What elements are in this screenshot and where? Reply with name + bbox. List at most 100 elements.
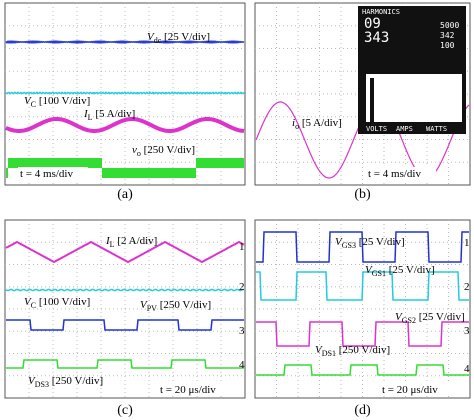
pwm <box>206 158 208 168</box>
inset-plot <box>366 74 462 122</box>
signal-label: VDS1 [250 V/div] <box>315 344 390 358</box>
pwm <box>230 158 232 168</box>
label-symbol: V <box>335 236 343 248</box>
pwm <box>202 158 204 168</box>
pwm <box>166 168 168 178</box>
waveform <box>256 231 469 263</box>
waveform <box>6 359 244 369</box>
pwm <box>152 168 154 178</box>
pwm <box>18 158 20 168</box>
label-scale: [100 V/div] <box>36 296 90 308</box>
channel-marker: 2 <box>464 281 470 293</box>
caption: (b) <box>354 187 371 202</box>
pwm <box>80 158 82 168</box>
pwm <box>132 168 134 178</box>
time-bg <box>18 167 88 180</box>
pwm <box>114 168 116 178</box>
label-scale: [25 V/div] <box>356 236 405 248</box>
pwm <box>98 158 100 168</box>
pwm <box>160 168 162 178</box>
pwm <box>120 168 122 178</box>
signal-label: IL [5 A/div] <box>83 108 135 122</box>
label-subscript: dc <box>154 36 162 45</box>
pwm <box>184 168 186 178</box>
pwm <box>66 158 68 168</box>
pwm <box>234 158 236 168</box>
inset-title: HARMONICS <box>362 8 400 16</box>
label-subscript: o <box>137 149 141 158</box>
time-bg <box>380 383 450 396</box>
pwm <box>154 168 156 178</box>
label-symbol: V <box>140 299 148 311</box>
pwm <box>118 168 120 178</box>
pwm <box>220 158 222 168</box>
pwm <box>42 158 44 168</box>
pwm <box>170 168 172 178</box>
pwm <box>142 168 144 178</box>
pwm <box>178 168 180 178</box>
pwm <box>212 158 214 168</box>
time-bg <box>158 383 228 396</box>
waveform <box>5 39 245 45</box>
pwm <box>144 168 146 178</box>
label-symbol: V <box>24 95 32 107</box>
pwm <box>40 158 42 168</box>
pwm <box>14 158 16 168</box>
signal-label: VGS2 [25 V/div] <box>395 311 465 325</box>
signal-label: Vdc [25 V/div] <box>147 31 210 45</box>
label-symbol: V <box>315 344 323 356</box>
label-scale: [25 V/div] <box>386 264 435 276</box>
pwm <box>158 168 160 178</box>
pwm <box>168 168 170 178</box>
pwm <box>76 158 78 168</box>
pwm <box>180 168 182 178</box>
pwm <box>74 158 76 168</box>
pwm <box>86 158 88 168</box>
waveform <box>5 240 245 264</box>
pwm <box>48 158 50 168</box>
pwm <box>30 158 32 168</box>
label-scale: [5 A/div] <box>93 108 136 120</box>
label-symbol: V <box>24 296 32 308</box>
pwm <box>238 158 240 168</box>
channel-marker: 1 <box>464 237 470 249</box>
pwm <box>124 168 126 178</box>
pwm <box>16 158 18 168</box>
pwm <box>130 168 132 178</box>
pwm <box>52 158 54 168</box>
pwm <box>36 158 38 168</box>
pwm <box>182 168 184 178</box>
label-subscript: PV <box>147 304 157 313</box>
waveform <box>5 288 244 292</box>
inset-bar <box>370 78 374 122</box>
inset-tab: WATTS <box>426 125 447 133</box>
pwm <box>24 158 26 168</box>
pwm <box>96 158 98 168</box>
pwm <box>58 158 60 168</box>
time-scale: t = 4 ms/div <box>20 168 73 180</box>
pwm <box>56 158 58 168</box>
pwm <box>34 158 36 168</box>
pwm <box>44 158 46 168</box>
caption: (c) <box>117 403 133 418</box>
label-subscript: C <box>31 100 36 109</box>
inset-reading: 09 <box>364 16 381 32</box>
signal-label: VPV [250 V/div] <box>140 299 211 313</box>
label-subscript: GS1 <box>372 269 386 278</box>
label-subscript: GS3 <box>342 241 356 250</box>
waveform <box>256 321 469 347</box>
pwm <box>196 158 198 168</box>
pwm <box>150 168 152 178</box>
pwm <box>94 158 96 168</box>
pwm <box>190 168 192 178</box>
pwm <box>112 168 114 178</box>
signal-label: VGS3 [25 V/div] <box>335 236 405 250</box>
label-symbol: V <box>147 31 155 43</box>
inset-reading: 5000 <box>440 21 459 30</box>
pwm <box>90 158 92 168</box>
time-scale: t = 4 ms/div <box>368 168 421 180</box>
time-bg <box>366 167 436 180</box>
pwm <box>6 168 8 178</box>
